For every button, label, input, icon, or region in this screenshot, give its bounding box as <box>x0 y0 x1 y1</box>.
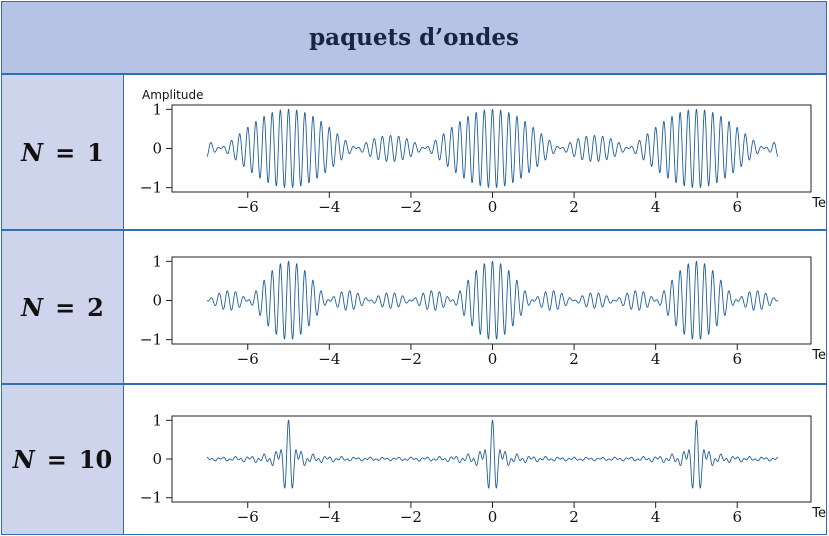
y-tick-label: 1 <box>152 252 162 270</box>
x-tick-label: −4 <box>318 350 340 368</box>
chart-n10: −6 −4 −2 0 2 4 6 −1 0 1 Temps <box>140 411 827 526</box>
row-label-n2: N = 2 <box>1 230 124 384</box>
y-tick-label: 0 <box>152 292 162 310</box>
x-tick-label: 4 <box>651 350 661 368</box>
y-tick-label: 0 <box>152 140 162 158</box>
x-tick-label: 0 <box>488 508 498 526</box>
x-tick-label: 0 <box>488 198 498 216</box>
x-tick-label: −6 <box>237 198 259 216</box>
chart-n1: Amplitude −6 −4 −2 0 2 4 6 −1 0 1 Temps <box>140 88 827 216</box>
n-symbol: N <box>21 137 44 167</box>
y-tick-label: −1 <box>140 489 162 507</box>
figure-title: paquets d’ondes <box>1 1 827 74</box>
x-tick-label: 2 <box>569 508 579 526</box>
x-axis-label: Temps <box>811 506 827 521</box>
x-tick-label: −2 <box>400 350 422 368</box>
x-tick-label: −2 <box>400 198 422 216</box>
x-axis-label: Temps <box>811 196 827 211</box>
equals-sign: = <box>55 292 76 322</box>
y-tick-label: −1 <box>140 179 162 197</box>
x-tick-label: 2 <box>569 350 579 368</box>
n-value: 2 <box>87 292 104 322</box>
x-tick-label: 6 <box>732 198 742 216</box>
y-tick-label: 0 <box>152 450 162 468</box>
x-tick-label: −6 <box>237 508 259 526</box>
x-tick-label: −2 <box>400 508 422 526</box>
x-tick-label: −4 <box>318 198 340 216</box>
row-label-n1: N = 1 <box>1 74 124 230</box>
x-tick-label: 6 <box>732 508 742 526</box>
row-label-n10: N = 10 <box>1 384 124 535</box>
y-axis-label: Amplitude <box>142 88 204 102</box>
x-tick-label: −6 <box>237 350 259 368</box>
x-tick-label: 2 <box>569 198 579 216</box>
chart-n2: −6 −4 −2 0 2 4 6 −1 0 1 Temps <box>140 252 827 368</box>
x-tick-label: −4 <box>318 508 340 526</box>
x-axis-label: Temps <box>811 348 827 363</box>
x-tick-label: 4 <box>651 198 661 216</box>
x-tick-label: 6 <box>732 350 742 368</box>
equals-sign: = <box>55 137 76 167</box>
chart-panel-n1: Amplitude −6 −4 −2 0 2 4 6 −1 0 1 Temps <box>124 74 827 230</box>
chart-panel-n10: −6 −4 −2 0 2 4 6 −1 0 1 Temps <box>124 384 827 535</box>
x-tick-label: 4 <box>651 508 661 526</box>
y-tick-label: 1 <box>152 411 162 429</box>
n-value: 1 <box>87 137 104 167</box>
x-tick-label: 0 <box>488 350 498 368</box>
n-symbol: N <box>21 292 44 322</box>
wave-packet-line <box>206 108 779 189</box>
wave-packet-line <box>206 419 779 489</box>
y-tick-label: 1 <box>152 100 162 118</box>
n-symbol: N <box>12 445 35 474</box>
equals-sign: = <box>46 445 67 474</box>
n-value: 10 <box>78 445 113 474</box>
wave-packet-line <box>206 260 779 340</box>
y-tick-label: −1 <box>140 331 162 349</box>
chart-panel-n2: −6 −4 −2 0 2 4 6 −1 0 1 Temps <box>124 230 827 384</box>
